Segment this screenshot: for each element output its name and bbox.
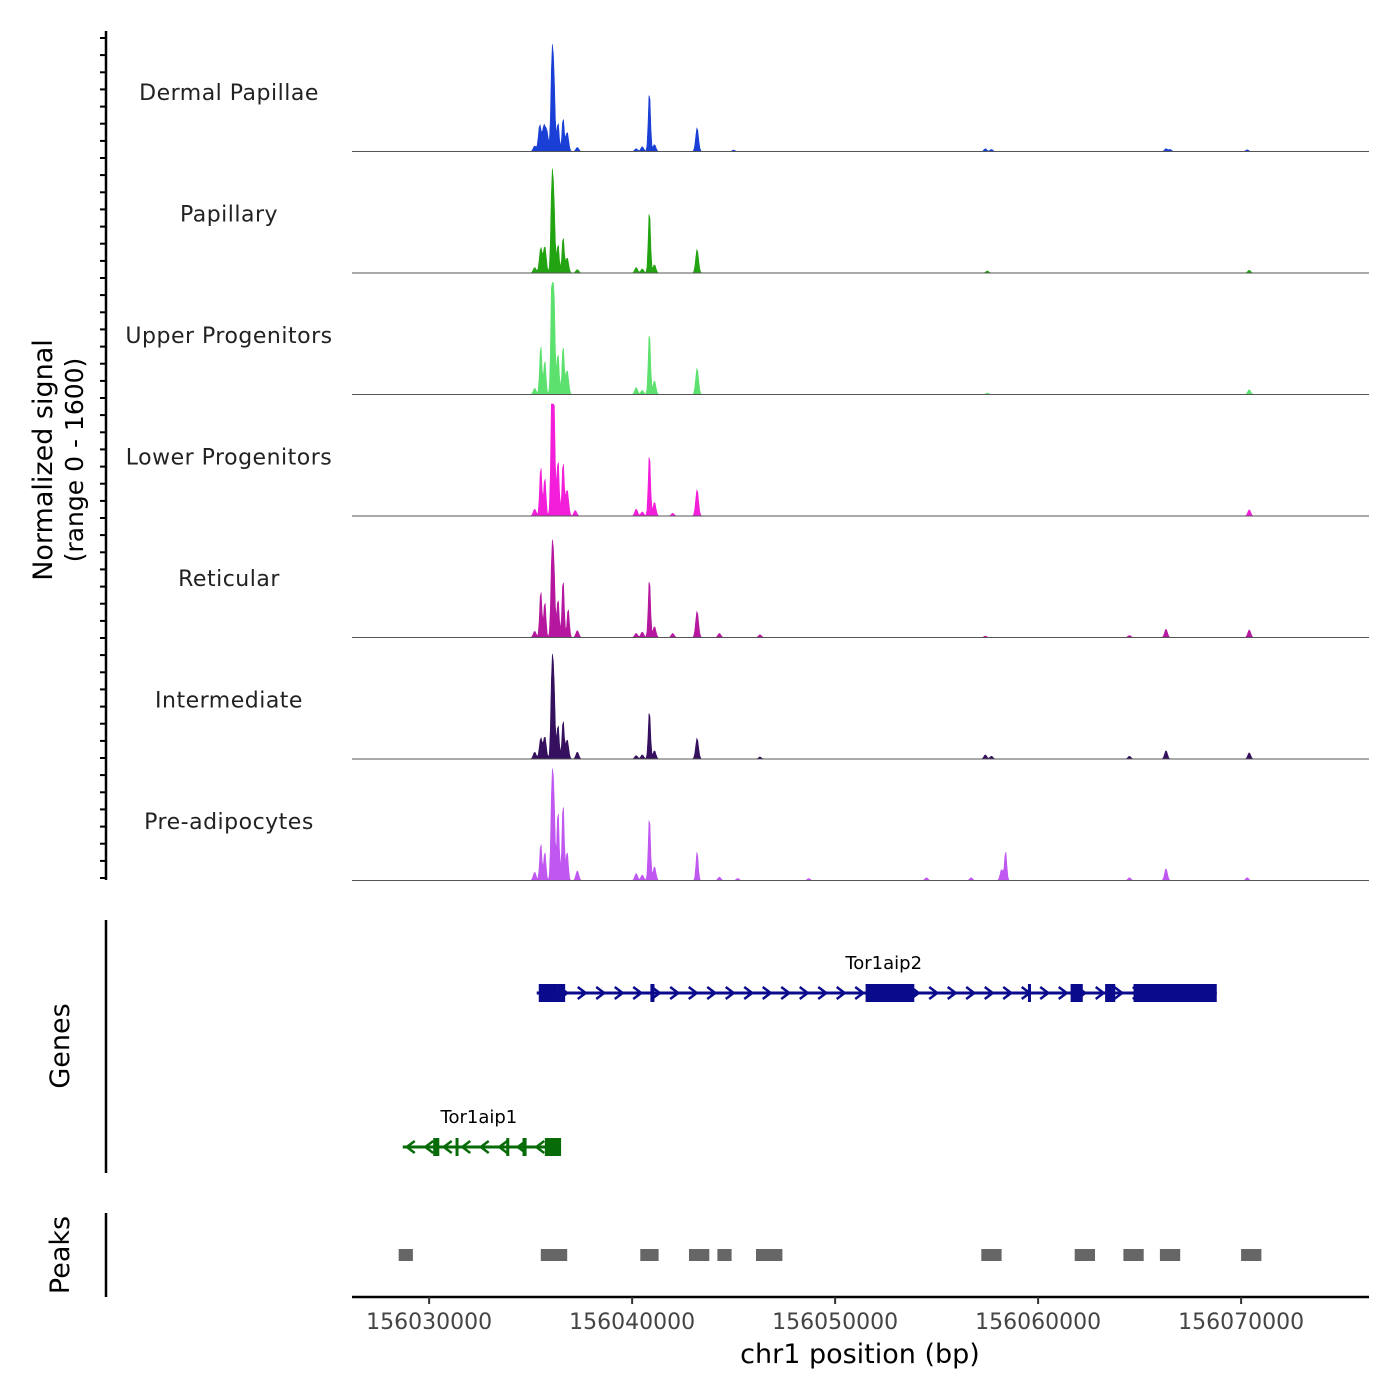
- gene-exon: [433, 1138, 440, 1156]
- strand-arrow: [1057, 986, 1069, 1000]
- strand-arrow: [534, 1140, 545, 1154]
- track-label: Reticular: [178, 567, 280, 592]
- track-upper-progenitors: Upper Progenitors: [125, 282, 1369, 395]
- peak-region: [981, 1249, 1002, 1261]
- y-axis-title-line1: Normalized signal: [28, 339, 59, 581]
- gene-exon: [1070, 984, 1083, 1002]
- y-axis-title-line2: (range 0 - 1600): [60, 358, 89, 563]
- strand-arrow: [613, 986, 625, 1000]
- track-label: Intermediate: [155, 689, 303, 714]
- x-tick-label: 156030000: [366, 1310, 492, 1335]
- strand-arrow: [854, 986, 866, 1000]
- gene-exon: [865, 984, 915, 1002]
- strand-arrow: [983, 986, 995, 1000]
- signal-y-axis: [100, 31, 108, 880]
- track-pre-adipocytes: Pre-adipocytes: [144, 768, 1369, 881]
- strand-arrow: [706, 986, 718, 1000]
- x-axis-title: chr1 position (bp): [740, 1339, 980, 1370]
- x-tick-label: 156060000: [975, 1310, 1101, 1335]
- gene-exon: [455, 1138, 459, 1156]
- peak-region: [1241, 1249, 1262, 1261]
- peaks-panel-title: Peaks: [45, 1216, 76, 1294]
- strand-arrow: [460, 1140, 471, 1154]
- strand-arrow: [595, 986, 607, 1000]
- track-lower-progenitors: Lower Progenitors: [126, 403, 1369, 517]
- coverage-area: [352, 768, 1369, 881]
- gene-tor1aip2: Tor1aip2: [536, 953, 1217, 1002]
- track-label: Papillary: [180, 203, 278, 228]
- gene-exon: [1027, 984, 1031, 1002]
- peak-region: [1159, 1249, 1181, 1261]
- gene-exon: [506, 1138, 510, 1156]
- peak-region: [640, 1249, 659, 1261]
- gene-exon: [522, 1138, 527, 1156]
- strand-arrow: [632, 986, 644, 1000]
- strand-arrow: [965, 986, 977, 1000]
- gene-label: Tor1aip1: [440, 1107, 518, 1128]
- strand-arrow: [404, 1140, 416, 1154]
- gene-exon: [538, 984, 558, 1002]
- strand-arrow: [497, 1140, 508, 1154]
- gene-label: Tor1aip2: [844, 953, 922, 974]
- strand-arrow: [1039, 986, 1051, 1000]
- strand-arrow: [835, 986, 847, 1000]
- peak-region: [1123, 1249, 1144, 1261]
- peak-region: [398, 1249, 413, 1261]
- track-label: Lower Progenitors: [126, 446, 332, 471]
- coverage-area: [352, 282, 1369, 395]
- coverage-area: [352, 168, 1369, 274]
- gene-exon: [650, 984, 655, 1002]
- track-label: Upper Progenitors: [125, 324, 332, 349]
- genes-panel: Tor1aip2 Tor1aip1: [402, 953, 1217, 1156]
- strand-arrow: [724, 986, 736, 1000]
- peak-region: [756, 1249, 783, 1261]
- coverage-area: [352, 44, 1369, 152]
- gene-exon: [557, 984, 566, 1002]
- coverage-area: [352, 539, 1369, 638]
- track-reticular: Reticular: [178, 539, 1369, 638]
- x-tick-label: 156050000: [772, 1310, 898, 1335]
- strand-arrow: [946, 986, 958, 1000]
- x-tick-label: 156040000: [569, 1310, 695, 1335]
- track-label: Dermal Papillae: [139, 81, 319, 106]
- peaks-panel: [398, 1249, 1262, 1261]
- peak-region: [540, 1249, 568, 1261]
- strand-arrow: [928, 986, 940, 1000]
- strand-arrow: [761, 986, 773, 1000]
- x-tick-label: 156070000: [1178, 1310, 1304, 1335]
- strand-arrow: [743, 986, 755, 1000]
- strand-arrow: [1002, 986, 1014, 1000]
- gene-tor1aip1: Tor1aip1: [402, 1107, 562, 1156]
- genes-panel-title: Genes: [45, 1003, 76, 1088]
- track-dermal-papillae: Dermal Papillae: [139, 44, 1369, 152]
- gene-exon: [544, 1138, 562, 1156]
- strand-arrow: [687, 986, 699, 1000]
- track-label: Pre-adipocytes: [144, 810, 314, 835]
- strand-arrow: [1094, 986, 1106, 1000]
- strand-arrow: [817, 986, 829, 1000]
- strand-arrow: [478, 1140, 490, 1154]
- strand-arrow: [1113, 986, 1125, 1000]
- coverage-area: [352, 653, 1369, 760]
- peak-region: [689, 1249, 710, 1261]
- strand-arrow: [780, 986, 792, 1000]
- track-intermediate: Intermediate: [155, 653, 1369, 760]
- gene-exon: [1133, 984, 1217, 1002]
- strand-arrow: [441, 1140, 453, 1154]
- strand-arrow: [669, 986, 681, 1000]
- gene-exon: [1105, 984, 1116, 1002]
- peak-region: [717, 1249, 732, 1261]
- strand-arrow: [576, 986, 588, 1000]
- track-papillary: Papillary: [180, 168, 1369, 274]
- coverage-tracks: Dermal Papillae Papillary Upper Progenitor…: [125, 44, 1369, 881]
- strand-arrow: [798, 986, 810, 1000]
- peak-region: [1074, 1249, 1095, 1261]
- strand-arrow: [423, 1140, 434, 1154]
- x-axis-ticks: 156030000 156040000 156050000 156060000 1560…: [366, 1297, 1304, 1335]
- coverage-area: [352, 403, 1369, 517]
